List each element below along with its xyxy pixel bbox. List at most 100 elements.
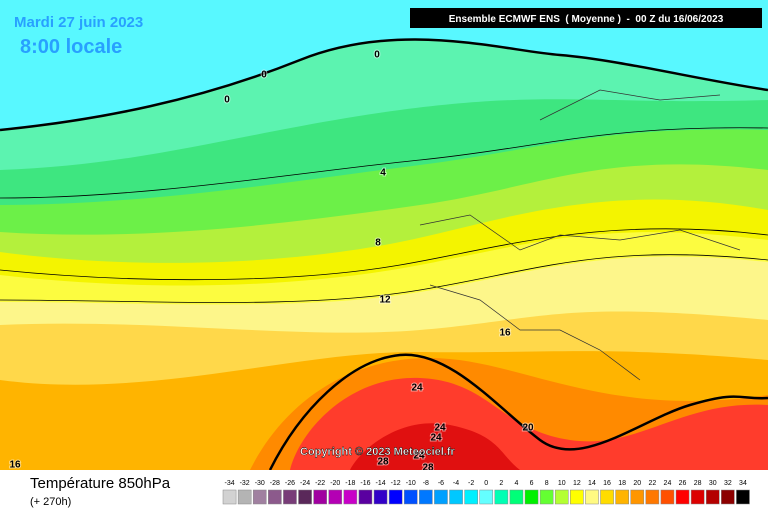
scale-label: -4 — [453, 480, 459, 487]
scale-swatch — [298, 489, 312, 505]
scale-label: 6 — [530, 480, 534, 487]
scale-swatch — [736, 489, 750, 505]
contour-label: 8 — [375, 238, 381, 249]
scale-swatch — [358, 489, 373, 505]
scale-swatch — [252, 489, 267, 505]
scale-label: -12 — [391, 480, 401, 487]
scale-swatch — [721, 489, 735, 505]
scale-label: -30 — [255, 480, 265, 487]
scale-swatch — [570, 489, 584, 505]
contour-label: 16 — [9, 460, 21, 471]
scale-swatch — [705, 489, 720, 505]
copyright: Copyright © 2023 Meteociel.fr — [300, 446, 456, 458]
scale-swatch — [615, 489, 629, 505]
scale-swatch — [403, 489, 418, 505]
contour-label: 24 — [434, 423, 446, 434]
scale-label: -28 — [270, 480, 280, 487]
color-scale: -34 -32 -30 -28 -26 -24 -22 -20 -18 -16 -14 -12 -10-… — [222, 480, 750, 505]
scale-swatch — [690, 489, 705, 505]
contour — [0, 254, 768, 303]
scale-label: -10 — [406, 480, 416, 487]
scale-label: 8 — [545, 480, 549, 487]
scale-swatch — [645, 489, 660, 505]
scale-label: 28 — [694, 480, 702, 487]
scale-label: 22 — [648, 480, 656, 487]
scale-label: 10 — [558, 480, 566, 487]
scale-swatch — [222, 489, 237, 505]
scale-swatch — [675, 489, 690, 505]
legend-lead: (+ 270h) — [30, 496, 71, 508]
scale-label: -32 — [240, 480, 250, 487]
contour-label: 0 — [261, 70, 267, 81]
scale-label: 14 — [588, 480, 596, 487]
time: 8:00 locale — [20, 36, 122, 58]
legend-title: Température 850hPa — [30, 475, 171, 492]
contour-label: 12 — [379, 295, 391, 306]
scale-swatch — [388, 489, 403, 505]
contour-label: 16 — [499, 328, 511, 339]
model-box — [410, 8, 762, 28]
scale-label: 32 — [724, 480, 732, 487]
contour-0 — [0, 38, 768, 132]
contour-label: 4 — [380, 168, 386, 179]
scale-label: 24 — [664, 480, 672, 487]
scale-swatch — [494, 489, 509, 505]
scale-swatch — [660, 489, 675, 505]
date: Mardi 27 juin 2023 — [14, 14, 143, 31]
scale-label: -8 — [423, 480, 429, 487]
scale-swatch — [479, 489, 494, 505]
scale-label: -34 — [224, 480, 234, 487]
scale-label: -24 — [300, 480, 310, 487]
scale-label: -2 — [468, 480, 474, 487]
contour-label: 24 — [430, 433, 442, 444]
scale-swatch — [585, 489, 599, 505]
scale-swatch — [373, 489, 388, 505]
scale-label: 18 — [618, 480, 626, 487]
scale-swatch — [600, 489, 614, 505]
contour — [0, 127, 768, 199]
contour-label: 24 — [413, 451, 425, 462]
scale-swatch — [524, 489, 539, 505]
scale-label: 20 — [633, 480, 641, 487]
scale-swatch — [237, 489, 252, 505]
contour-label: 0 — [224, 95, 230, 106]
scale-swatch — [283, 489, 297, 505]
contour-label: 0 — [374, 50, 380, 61]
scale-swatch — [630, 489, 645, 505]
scale-swatch — [419, 489, 433, 505]
contour-20 — [268, 353, 768, 471]
scale-label: -26 — [285, 480, 295, 487]
map: 0 0 0 4 8 12 16 24 24 24 24 28 28 20 16 … — [0, 0, 768, 475]
contour — [0, 228, 768, 281]
contour-label: 20 — [522, 423, 534, 434]
scale-label: 2 — [499, 480, 503, 487]
contour-label: 24 — [411, 383, 423, 394]
scale-swatch — [539, 489, 554, 505]
scale-label: 0 — [484, 480, 488, 487]
scale-label: -20 — [330, 480, 340, 487]
scale-swatch — [554, 489, 569, 505]
scale-swatch — [464, 489, 478, 505]
band — [350, 423, 520, 470]
scale-label: 30 — [709, 480, 717, 487]
scale-swatch — [509, 489, 524, 505]
scale-label: -16 — [360, 480, 370, 487]
scale-label: -22 — [315, 480, 325, 487]
scale-swatch — [268, 489, 282, 505]
scale-label: 34 — [739, 480, 747, 487]
scale-label: 26 — [679, 480, 687, 487]
coastline — [419, 89, 741, 381]
scale-swatch — [434, 489, 448, 505]
scale-label: -18 — [345, 480, 355, 487]
scale-swatch — [449, 489, 463, 505]
scale-swatch — [313, 489, 327, 505]
scale-swatch — [343, 489, 358, 505]
scale-swatch — [328, 489, 343, 505]
model: Ensemble ECMWF ENS ( Moyenne ) - 00 Z du… — [449, 14, 724, 25]
scale-label: 12 — [573, 480, 581, 487]
contour-label: 28 — [377, 457, 389, 468]
scale-label: -14 — [375, 480, 385, 487]
scale-label: -6 — [438, 480, 444, 487]
scale-label: 4 — [514, 480, 518, 487]
